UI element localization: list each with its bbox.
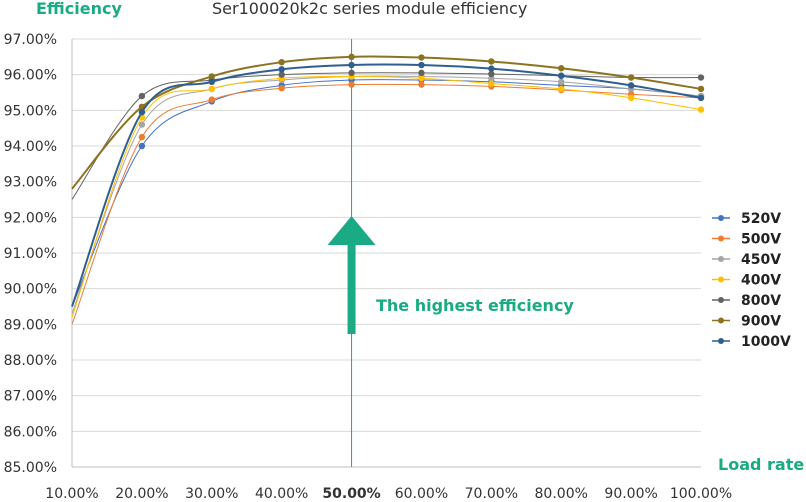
data-point-500v	[138, 133, 146, 141]
data-point-900v	[558, 65, 565, 72]
data-point-800v	[697, 74, 705, 81]
highlight-arrow	[327, 216, 376, 334]
series-line-800v	[71, 72, 702, 200]
legend-swatch-marker	[718, 235, 724, 242]
data-point-1000v	[558, 72, 565, 79]
arrow-head	[327, 216, 376, 245]
x-tick-label: 60.00%	[395, 486, 448, 502]
y-tick-label: 85.00%	[4, 460, 57, 476]
x-tick-label: 100.00%	[670, 486, 732, 502]
legend: 520V 500V 450V 400V 800V 900V 1000V	[712, 211, 791, 350]
data-point-400v	[418, 75, 425, 82]
data-point-900v	[278, 58, 285, 66]
data-point-900v	[488, 58, 495, 65]
y-tick-label: 93.00%	[4, 175, 57, 191]
legend-swatch-marker	[718, 338, 724, 344]
legend-swatch-marker	[718, 256, 724, 262]
x-tick-label: 40.00%	[255, 486, 308, 502]
legend-label-500v: 500V	[741, 232, 781, 248]
data-point-1000v	[208, 78, 215, 86]
data-point-450v	[558, 78, 565, 86]
y-tick-label: 90.00%	[4, 282, 57, 298]
data-point-500v	[278, 85, 285, 92]
series-line-1000v	[71, 63, 702, 307]
x-axis-label: Load rate	[718, 455, 804, 474]
legend-swatch-marker	[718, 317, 724, 324]
data-point-500v	[418, 81, 425, 88]
data-point-1000v	[348, 61, 355, 69]
y-tick-label: 88.00%	[4, 353, 57, 369]
data-point-800v	[138, 92, 146, 100]
legend-label-900v: 900V	[741, 314, 781, 330]
legend-label-800v: 800V	[741, 293, 781, 309]
y-tick-label: 86.00%	[4, 424, 57, 440]
legend-label-400v: 400V	[741, 273, 781, 289]
grid-lines	[71, 38, 701, 468]
y-tick-label: 97.00%	[4, 32, 57, 48]
legend-label-520v: 520V	[741, 211, 781, 227]
legend-swatch-marker	[718, 215, 724, 221]
data-point-400v	[208, 85, 215, 93]
y-tick-label: 89.00%	[4, 317, 57, 333]
series-line-900v	[71, 55, 702, 190]
data-point-900v	[697, 85, 705, 93]
x-tick-label: 80.00%	[535, 486, 588, 502]
y-tick-label: 91.00%	[4, 246, 57, 262]
x-axis-ticks: 10.00% 20.00% 30.00% 40.00% 50.00% 60.00% 70.0…	[45, 486, 732, 502]
chart-title: Ser100020k2c series module efficiency	[212, 0, 527, 18]
series-line-520v	[71, 79, 702, 307]
y-axis-label: Efficiency	[36, 0, 122, 18]
data-point-450v	[138, 121, 146, 128]
data-point-900v	[348, 53, 355, 61]
data-point-1000v	[697, 94, 705, 102]
x-tick-label: 70.00%	[465, 486, 518, 502]
y-tick-label: 96.00%	[4, 68, 57, 84]
series-lines	[71, 53, 705, 325]
highest-efficiency-annotation: The highest efficiency	[376, 296, 574, 315]
data-point-400v	[697, 106, 705, 113]
x-tick-label: 50.00%	[322, 486, 380, 502]
x-tick-label: 30.00%	[185, 486, 238, 502]
data-point-500v	[348, 81, 355, 88]
x-tick-label: 20.00%	[115, 486, 168, 502]
data-point-1000v	[138, 108, 146, 116]
arrow-shaft	[347, 244, 356, 334]
data-point-900v	[627, 74, 635, 81]
data-point-400v	[627, 94, 635, 102]
y-axis-ticks: 85.00% 86.00% 87.00% 88.00% 89.00% 90.00% 91.0…	[4, 32, 57, 476]
data-point-1000v	[488, 65, 495, 72]
data-point-520v	[138, 142, 146, 150]
legend-swatch-marker	[718, 276, 724, 283]
data-point-1000v	[278, 66, 285, 73]
data-point-800v	[278, 71, 285, 78]
legend-swatch-marker	[718, 297, 724, 303]
data-point-900v	[418, 54, 425, 61]
legend-label-1000v: 1000V	[741, 334, 791, 350]
data-point-1000v	[627, 82, 635, 89]
y-tick-label: 94.00%	[4, 139, 57, 155]
data-point-900v	[208, 73, 215, 80]
data-point-800v	[488, 70, 495, 78]
data-point-800v	[418, 69, 425, 77]
y-tick-label: 87.00%	[4, 389, 57, 405]
legend-label-450v: 450V	[741, 252, 781, 268]
data-point-1000v	[418, 61, 425, 69]
data-point-400v	[558, 85, 565, 93]
data-point-400v	[488, 80, 495, 87]
x-tick-label: 10.00%	[45, 486, 98, 502]
x-tick-label: 90.00%	[604, 486, 657, 502]
series-line-400v	[71, 75, 702, 318]
y-tick-label: 92.00%	[4, 210, 57, 226]
y-tick-label: 95.00%	[4, 103, 57, 119]
data-point-800v	[348, 69, 355, 77]
data-point-500v	[208, 96, 215, 103]
